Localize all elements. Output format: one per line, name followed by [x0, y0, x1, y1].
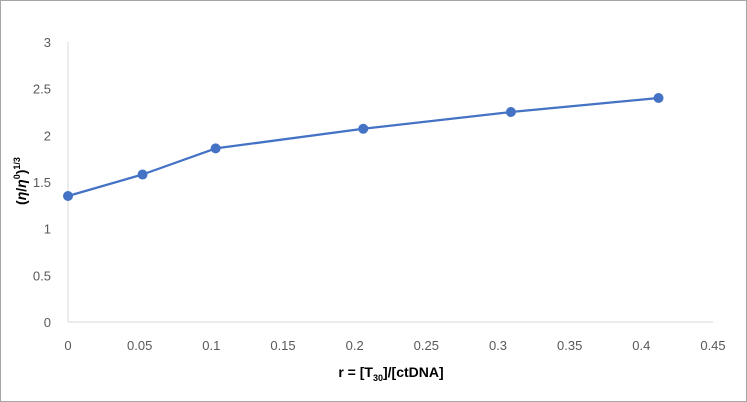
- data-point: [210, 143, 221, 154]
- x-tick-label: 0.35: [557, 338, 582, 353]
- tick-labels: 0 0.5 1 1.5 2 2.5 3 0 0.05 0.1 0.15 0.2 0.25 0.3 0.35 0…: [33, 35, 726, 353]
- data-point: [137, 169, 148, 180]
- y-tick-label: 0.5: [33, 268, 51, 283]
- y-tick-label: 2: [44, 128, 51, 143]
- x-tick-label: 0.25: [414, 338, 439, 353]
- x-tick-label: 0.1: [202, 338, 220, 353]
- data-point: [505, 107, 516, 117]
- x-tick-label: 0.4: [632, 338, 650, 353]
- y-tick-label: 0: [44, 315, 51, 330]
- axes: [67, 42, 713, 323]
- series: [63, 93, 664, 201]
- x-tick-label: 0.2: [346, 338, 364, 353]
- x-tick-label: 0: [64, 338, 71, 353]
- y-tick-label: 3: [44, 35, 51, 50]
- data-point: [358, 123, 369, 134]
- data-point: [63, 191, 73, 201]
- x-tick-label: 0.15: [270, 338, 295, 353]
- data-point: [653, 93, 664, 103]
- x-tick-label: 0.05: [127, 338, 152, 353]
- x-tick-label: 0.45: [700, 338, 725, 353]
- x-axis-title: r = [T30]/[ctDNA]: [338, 364, 443, 383]
- y-tick-label: 2.5: [33, 82, 51, 97]
- y-tick-label: 1.5: [33, 175, 51, 190]
- y-tick-label: 1: [44, 222, 51, 237]
- series-line: [67, 96, 659, 198]
- x-tick-label: 0.3: [489, 338, 507, 353]
- y-axis-title: (η/η0)1/3: [12, 157, 29, 205]
